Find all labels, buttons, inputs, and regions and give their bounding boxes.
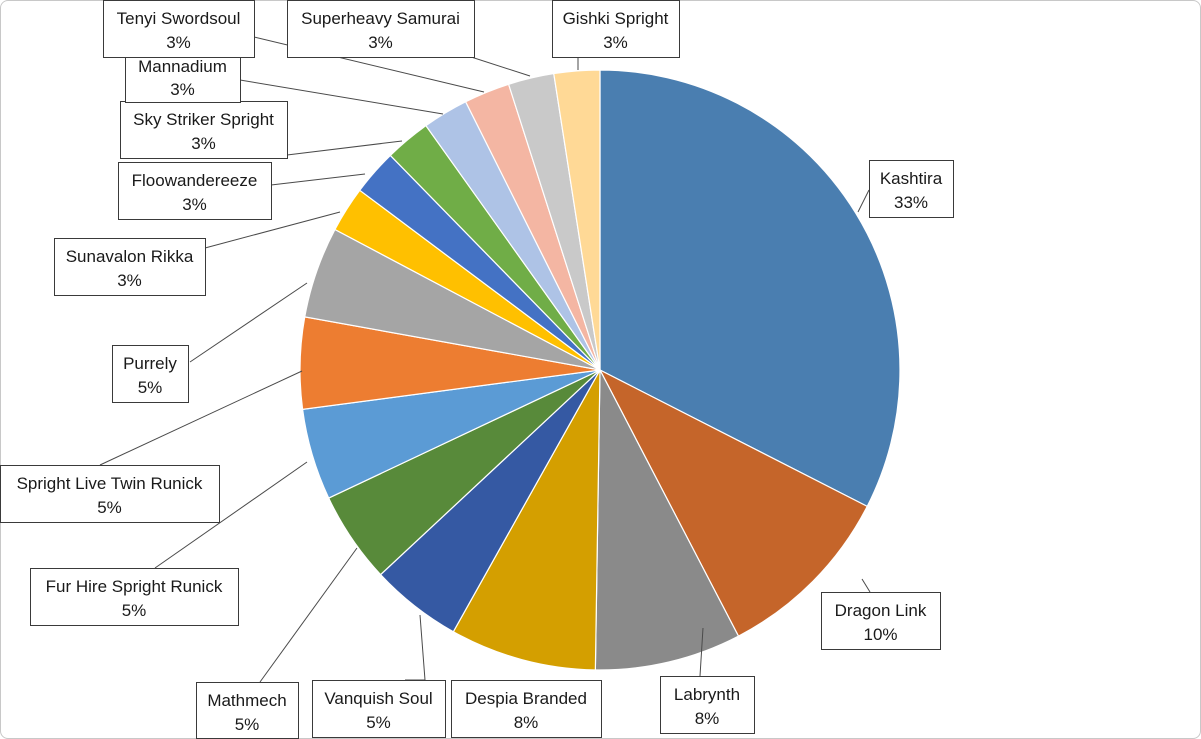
data-label-box <box>552 0 680 58</box>
data-label-category: Floowandereeze <box>132 171 258 190</box>
data-label-percent: 5% <box>235 715 260 734</box>
data-label-box <box>821 592 941 650</box>
data-label-box <box>30 568 239 626</box>
slices-layer <box>299 69 901 671</box>
pie-slice-kashtira <box>599 69 901 508</box>
data-label-box <box>312 680 446 738</box>
data-label-percent: 10% <box>863 625 897 644</box>
data-label-percent: 3% <box>182 195 207 214</box>
data-label-despia-branded: Despia Branded 8% <box>451 680 602 738</box>
leader-line-dragon-link <box>861 578 871 593</box>
data-label-superheavy-samurai: Superheavy Samurai 3% <box>287 0 475 58</box>
data-label-fur-hire-spright-runick: Fur Hire Spright Runick 5% <box>30 568 239 626</box>
data-label-percent: 3% <box>368 33 393 52</box>
data-label-box <box>0 465 220 523</box>
pie-slice-gishki-spright <box>553 69 601 371</box>
leader-line-sunavalon-rikka <box>204 211 341 249</box>
data-label-tenyi-swordsoul: Tenyi Swordsoul 3% <box>103 0 255 58</box>
data-label-box <box>118 162 272 220</box>
data-label-purrely: Purrely 5% <box>112 345 189 403</box>
data-label-box <box>196 682 299 739</box>
leader-line-kashtira <box>857 189 870 213</box>
data-label-mathmech: Mathmech 5% <box>196 682 299 739</box>
leader-line-vanquish-soul <box>405 614 426 681</box>
leader-line-mathmech <box>259 547 358 683</box>
data-label-category: Mannadium <box>138 57 227 76</box>
data-label-percent: 5% <box>366 713 391 732</box>
pie-slice-despia-branded <box>452 369 601 671</box>
leader-line-fur-hire-spright-runick <box>154 461 308 569</box>
data-label-category: Kashtira <box>880 169 943 188</box>
data-label-box <box>660 676 755 734</box>
data-label-kashtira: Kashtira 33% <box>869 160 954 218</box>
data-label-percent: 5% <box>97 498 122 517</box>
data-label-category: Despia Branded <box>465 689 587 708</box>
data-label-percent: 3% <box>603 33 628 52</box>
leader-line-floowandereeze <box>270 173 366 186</box>
data-label-percent: 3% <box>170 80 195 99</box>
data-label-category: Dragon Link <box>835 601 927 620</box>
data-label-dragon-link: Dragon Link 10% <box>821 592 941 650</box>
data-label-category: Gishki Spright <box>563 9 669 28</box>
data-label-category: Superheavy Samurai <box>301 9 460 28</box>
data-label-floowandereeze: Floowandereeze 3% <box>118 162 272 220</box>
data-label-category: Fur Hire Spright Runick <box>46 577 223 596</box>
leader-line-spright-live-twin-runick <box>99 370 303 466</box>
data-label-category: Tenyi Swordsoul <box>117 9 241 28</box>
data-label-box <box>103 0 255 58</box>
data-label-box <box>869 160 954 218</box>
data-label-percent: 33% <box>894 193 928 212</box>
data-label-sky-striker-spright: Sky Striker Spright 3% <box>120 101 288 159</box>
data-label-gishki-spright: Gishki Spright 3% <box>552 0 680 58</box>
data-label-box <box>54 238 206 296</box>
data-label-percent: 3% <box>191 134 216 153</box>
data-label-percent: 3% <box>166 33 191 52</box>
leader-line-superheavy-samurai <box>464 54 531 77</box>
leader-line-sky-striker-spright <box>286 140 403 156</box>
leader-line-purrely <box>189 282 308 363</box>
data-label-box <box>287 0 475 58</box>
leader-lines-layer <box>99 36 871 683</box>
data-label-percent: 5% <box>138 378 163 397</box>
data-label-mannadium: Mannadium 3% <box>125 52 241 103</box>
data-label-box <box>125 52 241 103</box>
data-label-vanquish-soul: Vanquish Soul 5% <box>312 680 446 738</box>
data-label-category: Sky Striker Spright <box>133 110 274 129</box>
data-label-category: Sunavalon Rikka <box>66 247 194 266</box>
data-label-percent: 5% <box>122 601 147 620</box>
data-label-category: Spright Live Twin Runick <box>17 474 203 493</box>
data-label-category: Mathmech <box>207 691 286 710</box>
leader-line-mannadium <box>239 79 444 115</box>
data-label-percent: 8% <box>695 709 720 728</box>
pie-slice-labrynth <box>594 369 740 671</box>
data-label-spright-live-twin-runick: Spright Live Twin Runick 5% <box>0 465 220 523</box>
data-label-box <box>112 345 189 403</box>
data-label-percent: 8% <box>514 713 539 732</box>
pie-slice-dragon-link <box>598 368 869 637</box>
data-label-category: Labrynth <box>674 685 740 704</box>
data-label-category: Vanquish Soul <box>324 689 432 708</box>
data-label-labrynth: Labrynth 8% <box>660 676 755 734</box>
data-label-box <box>451 680 602 738</box>
data-label-category: Purrely <box>123 354 177 373</box>
leader-line-labrynth <box>699 627 704 677</box>
data-label-sunavalon-rikka: Sunavalon Rikka 3% <box>54 238 206 296</box>
data-label-percent: 3% <box>117 271 142 290</box>
data-label-box <box>120 101 288 159</box>
